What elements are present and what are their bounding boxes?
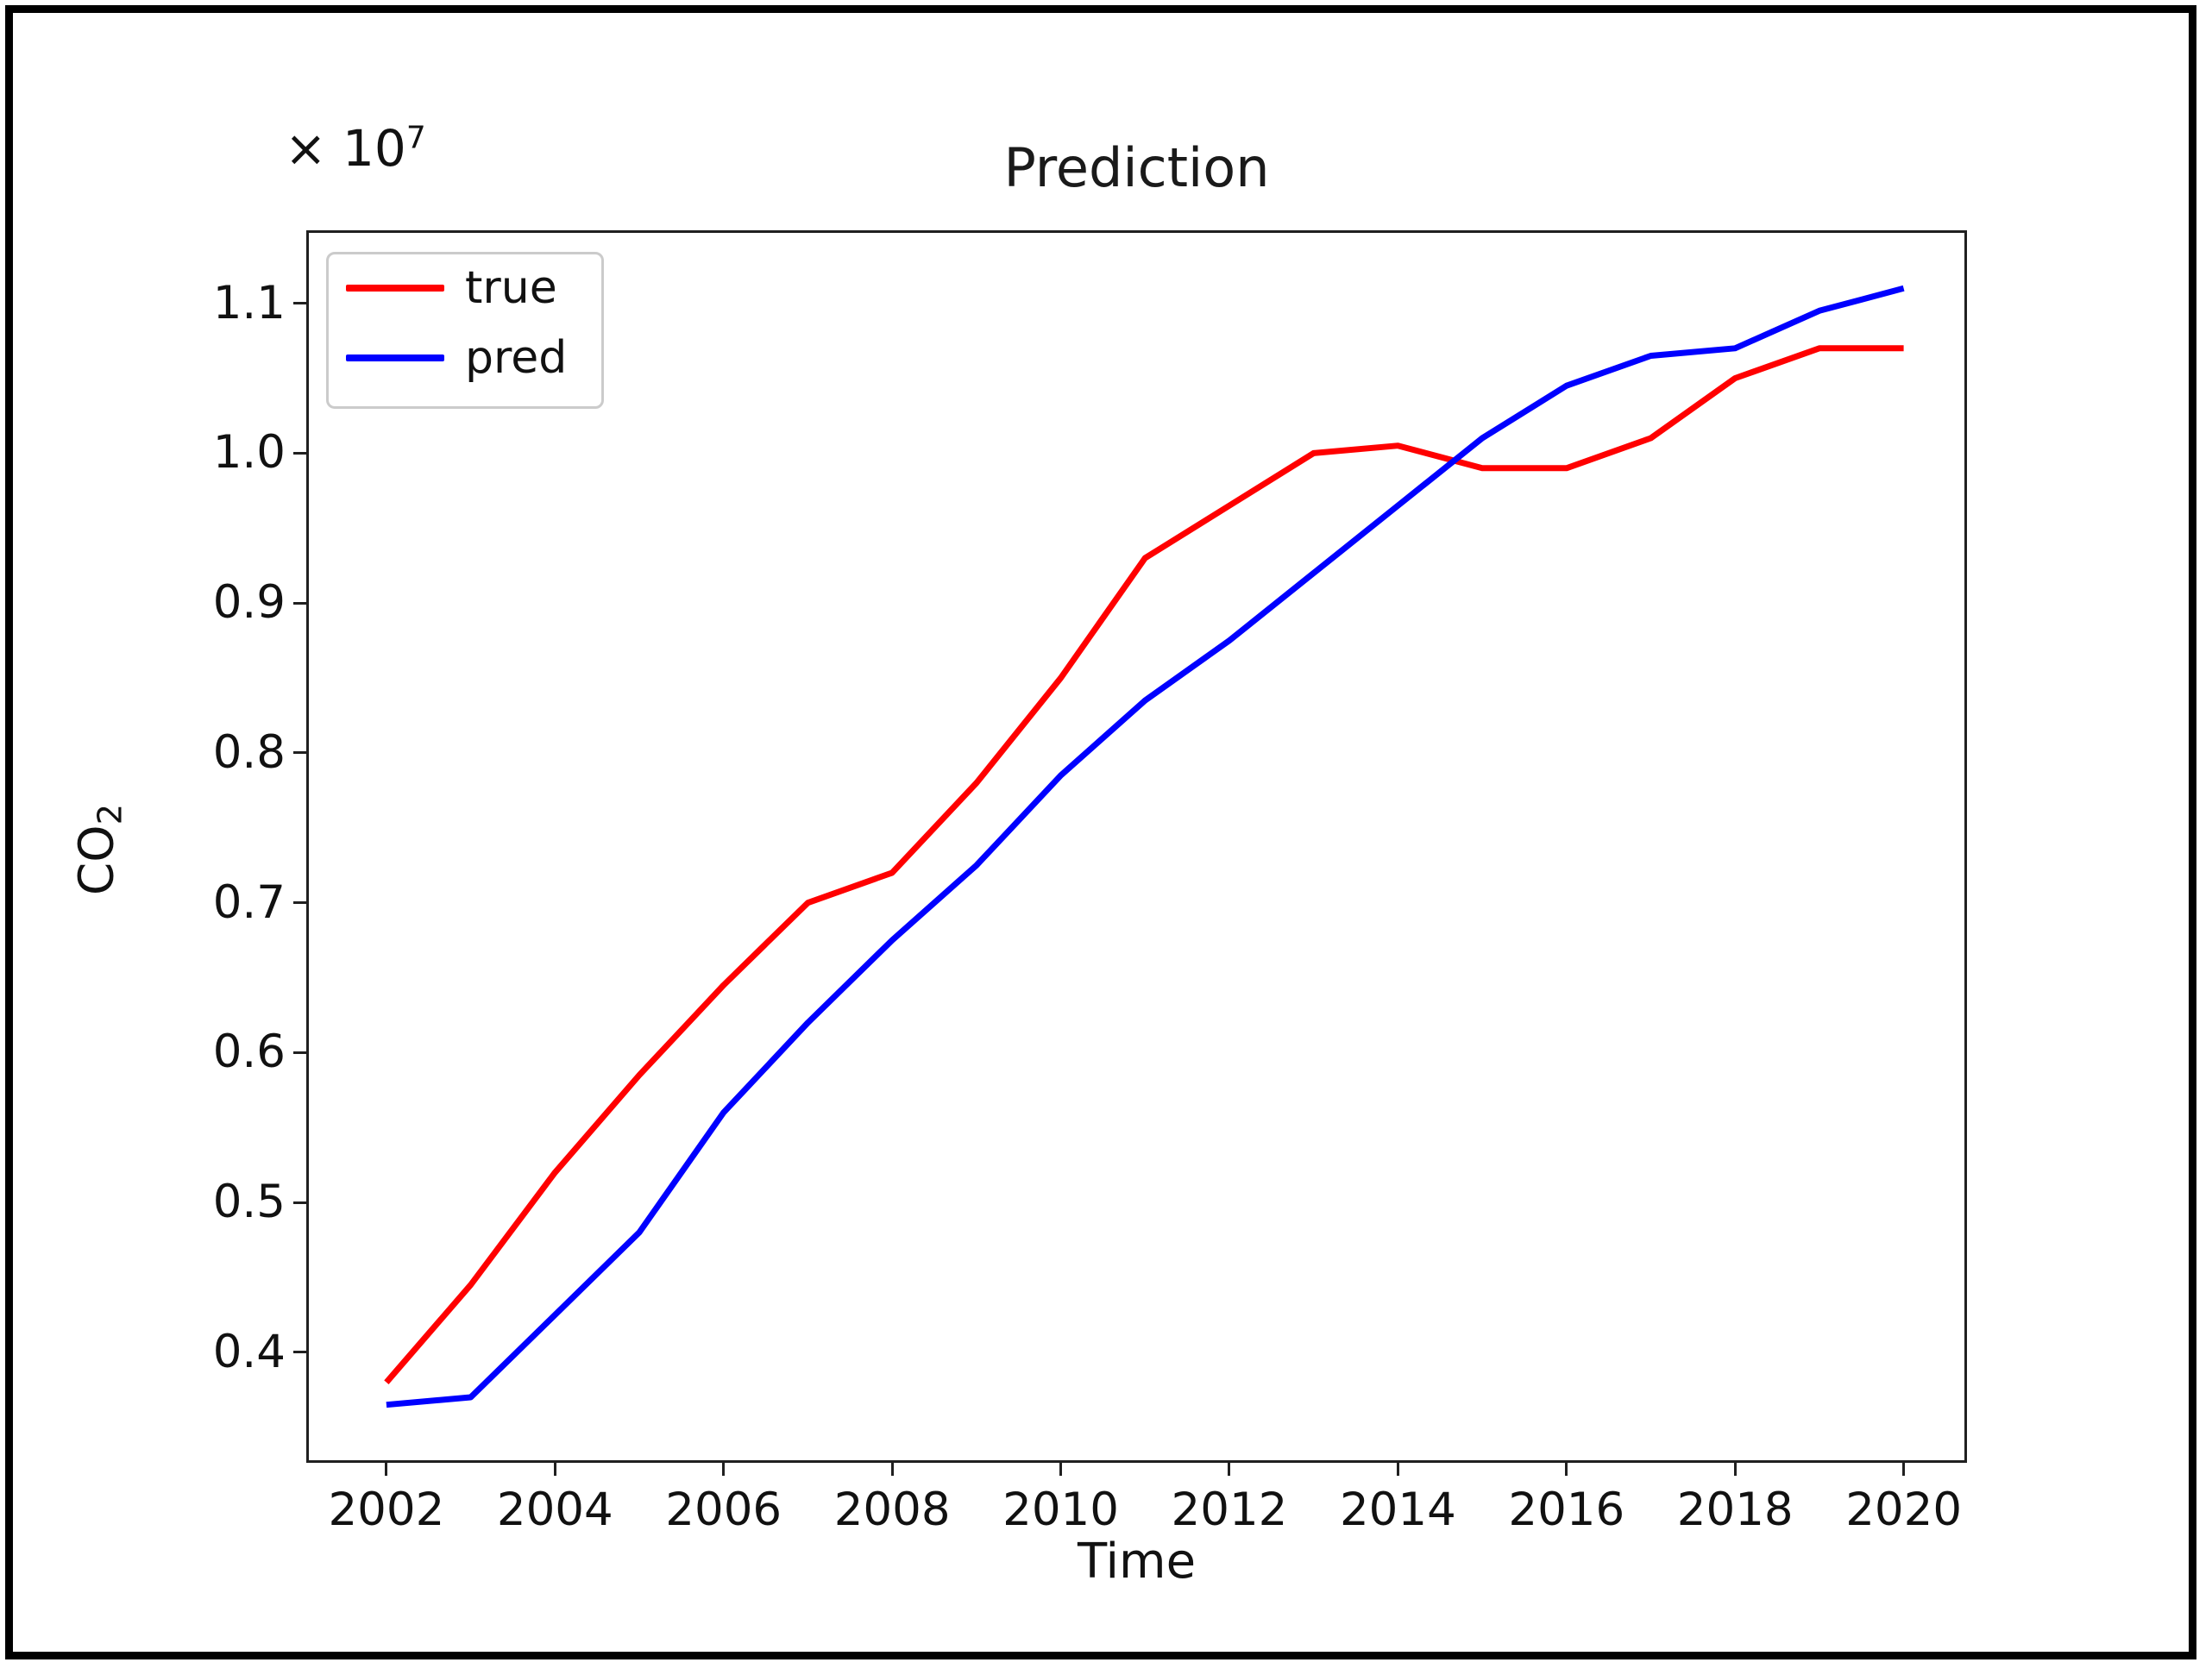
x-tick-mark — [1059, 1463, 1063, 1476]
x-tick-label: 2012 — [1171, 1484, 1288, 1536]
y-tick-label: 0.7 — [212, 875, 286, 929]
legend-label-true: true — [465, 262, 557, 314]
y-tick-mark — [293, 302, 306, 305]
series-line-pred — [386, 285, 1905, 1408]
y-axis-offset-label: × 107 — [285, 119, 426, 178]
y-tick-label: 0.8 — [212, 725, 286, 779]
y-tick-label: 1.0 — [212, 426, 286, 480]
x-tick-label: 2014 — [1339, 1484, 1456, 1536]
y-tick-label: 1.1 — [212, 276, 286, 329]
legend-box: true pred — [326, 252, 604, 409]
legend-line-true — [346, 285, 444, 292]
x-tick-mark — [1396, 1463, 1399, 1476]
y-tick-mark — [293, 1351, 306, 1354]
x-tick-mark — [1228, 1463, 1231, 1476]
x-tick-label: 2008 — [833, 1484, 951, 1536]
x-tick-label: 2010 — [1002, 1484, 1119, 1536]
legend-line-pred — [346, 354, 444, 361]
x-tick-mark — [722, 1463, 726, 1476]
y-axis-label: CO2 — [68, 803, 130, 896]
y-tick-mark — [293, 901, 306, 905]
x-tick-mark — [1733, 1463, 1737, 1476]
y-tick-label: 0.4 — [212, 1325, 286, 1378]
chart-title: Prediction — [1003, 136, 1270, 199]
x-tick-mark — [1565, 1463, 1568, 1476]
y-tick-mark — [293, 751, 306, 755]
x-axis-label: Time — [1077, 1534, 1197, 1590]
y-tick-label: 0.6 — [212, 1026, 286, 1079]
x-tick-label: 2016 — [1508, 1484, 1625, 1536]
legend-label-pred: pred — [465, 332, 568, 384]
y-tick-mark — [293, 451, 306, 455]
x-tick-label: 2020 — [1845, 1484, 1963, 1536]
x-tick-mark — [890, 1463, 894, 1476]
plot-area — [306, 230, 1967, 1463]
x-tick-label: 2006 — [665, 1484, 782, 1536]
y-tick-mark — [293, 1051, 306, 1054]
x-tick-label: 2002 — [328, 1484, 445, 1536]
y-tick-label: 0.5 — [212, 1176, 286, 1229]
x-tick-mark — [1902, 1463, 1906, 1476]
series-line-true — [384, 345, 1904, 1384]
y-tick-mark — [293, 1201, 306, 1204]
x-tick-label: 2018 — [1676, 1484, 1794, 1536]
x-tick-mark — [553, 1463, 556, 1476]
x-tick-label: 2004 — [496, 1484, 613, 1536]
y-tick-label: 0.9 — [212, 576, 286, 630]
y-tick-mark — [293, 601, 306, 605]
data-lines-canvas — [384, 285, 1905, 1408]
x-tick-mark — [385, 1463, 388, 1476]
